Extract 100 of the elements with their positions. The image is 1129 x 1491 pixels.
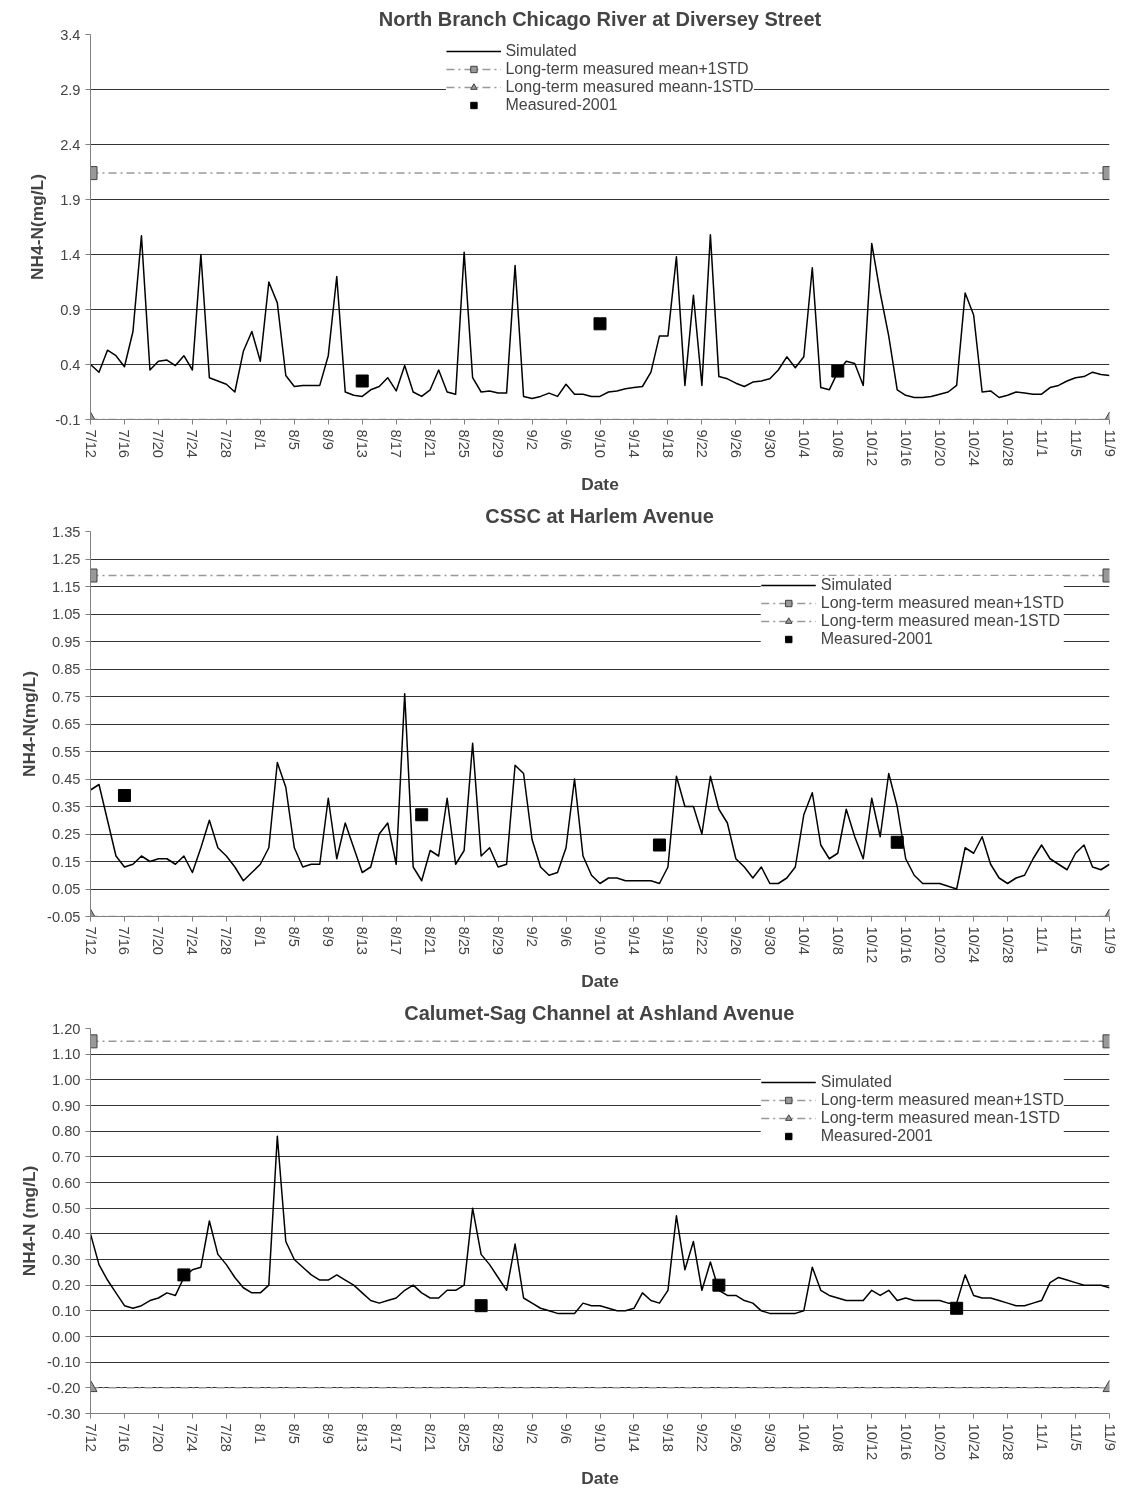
x-tick-label: 7/24 — [184, 429, 201, 459]
y-tick-label: 0.90 — [51, 1097, 81, 1114]
x-tick-label: 7/24 — [184, 1423, 201, 1453]
x-tick-label: 10/8 — [829, 926, 846, 956]
y-tick-label: 0.50 — [51, 1200, 81, 1217]
x-tick-label: 9/6 — [558, 429, 575, 450]
x-tick-label: 10/4 — [795, 429, 812, 459]
x-tick-label: 11/5 — [1067, 1423, 1084, 1451]
x-tick-label: 10/8 — [829, 1423, 846, 1453]
chart-title: Calumet-Sag Channel at Ashland Avenue — [404, 1001, 795, 1024]
x-tick-label: 8/9 — [320, 926, 337, 947]
x-tick-label: 11/5 — [1067, 926, 1084, 954]
x-tick-label: 8/17 — [388, 429, 405, 459]
y-tick-label: -0.10 — [47, 1354, 81, 1371]
x-tick-label: 9/18 — [659, 926, 676, 956]
y-tick-label: 0.15 — [51, 853, 81, 870]
x-tick-label: 9/2 — [524, 429, 541, 450]
x-tick-label: 7/20 — [150, 429, 167, 459]
y-tick-label: 0.30 — [51, 1251, 81, 1268]
x-tick-label: 9/30 — [761, 1423, 778, 1453]
x-tick-label: 9/22 — [693, 429, 710, 459]
x-tick-label: 10/24 — [965, 1423, 982, 1461]
y-tick-label: 0.00 — [51, 1328, 81, 1345]
x-tick-label: 10/24 — [965, 926, 982, 964]
legend-label: Long-term measured meann-1STD — [505, 78, 754, 96]
x-tick-label: 10/12 — [863, 926, 880, 964]
y-tick-label: -0.20 — [47, 1379, 81, 1396]
x-tick-label: 9/10 — [592, 429, 608, 459]
x-tick-label: 9/14 — [625, 429, 642, 459]
y-tick-label: -0.30 — [47, 1405, 81, 1422]
y-tick-label: 0.95 — [51, 633, 81, 650]
y-axis-title: NH4-N(mg/L) — [27, 174, 48, 280]
x-tick-label: 8/1 — [252, 1423, 269, 1444]
x-tick-label: 8/29 — [490, 429, 507, 459]
x-tick-label: 7/12 — [82, 1423, 99, 1453]
y-tick-label: 1.10 — [51, 1046, 81, 1063]
x-tick-label: 7/12 — [82, 429, 99, 459]
x-tick-label: 7/16 — [116, 1423, 133, 1453]
x-tick-label: 8/13 — [354, 926, 371, 956]
legend-label: Simulated — [820, 576, 892, 594]
x-tick-label: 10/20 — [931, 1423, 948, 1461]
y-tick-label: 0.20 — [51, 1277, 81, 1294]
x-tick-label: 9/2 — [524, 1423, 541, 1444]
legend-label: Simulated — [505, 42, 577, 60]
x-tick-label: 9/26 — [727, 429, 744, 459]
legend-label: Measured-2001 — [820, 630, 933, 648]
y-tick-label: -0.05 — [47, 908, 81, 925]
x-tick-label: 10/20 — [931, 429, 948, 467]
x-tick-label: 9/14 — [625, 926, 642, 956]
x-tick-label: 7/16 — [116, 429, 133, 459]
x-tick-label: 10/20 — [931, 926, 948, 964]
x-tick-label: 10/28 — [999, 1423, 1016, 1461]
x-tick-label: 8/25 — [456, 926, 473, 956]
y-tick-label: 0.75 — [51, 688, 81, 705]
x-tick-label: 8/5 — [286, 1423, 303, 1444]
x-tick-label: 9/30 — [761, 429, 778, 459]
y-tick-label: 0.70 — [51, 1148, 81, 1165]
x-tick-label: 8/21 — [422, 429, 439, 459]
y-tick-label: 1.05 — [51, 606, 81, 622]
x-tick-label: 10/4 — [795, 926, 812, 956]
x-tick-label: 8/13 — [354, 1423, 371, 1453]
x-tick-label: 10/16 — [897, 1423, 914, 1461]
legend-label: Measured-2001 — [505, 96, 618, 114]
x-tick-label: 8/13 — [354, 429, 371, 459]
legend-label: Long-term measured mean+1STD — [820, 1091, 1064, 1109]
x-tick-label: 9/6 — [558, 1423, 575, 1444]
y-tick-label: 0.4 — [60, 356, 81, 373]
x-tick-label: 7/16 — [116, 926, 133, 956]
x-tick-label: 9/26 — [727, 1423, 744, 1453]
x-tick-label: 7/20 — [150, 926, 167, 956]
x-tick-label: 11/5 — [1067, 429, 1084, 457]
x-tick-label: 8/5 — [286, 926, 303, 947]
x-axis-title: Date — [581, 474, 620, 495]
y-tick-label: 0.85 — [51, 661, 81, 677]
x-tick-label: 7/24 — [184, 926, 201, 956]
x-tick-label: 9/18 — [659, 429, 676, 459]
legend-label: Long-term measured mean+1STD — [820, 594, 1064, 612]
x-tick-label: 11/1 — [1033, 1423, 1050, 1451]
x-tick-label: 8/9 — [320, 1423, 337, 1444]
x-axis-title: Date — [581, 971, 620, 992]
x-tick-label: 10/16 — [897, 926, 914, 964]
x-tick-label: 8/5 — [286, 429, 303, 450]
x-tick-label: 10/12 — [863, 429, 880, 467]
x-tick-label: 9/30 — [761, 926, 778, 956]
legend-label: Long-term measured mean-1STD — [820, 1109, 1060, 1127]
x-tick-label: 10/28 — [999, 429, 1016, 467]
x-tick-label: 11/1 — [1033, 926, 1050, 954]
legend-label: Long-term measured mean-1STD — [820, 612, 1060, 630]
x-tick-label: 8/21 — [422, 1423, 439, 1453]
y-tick-label: -0.1 — [55, 411, 81, 428]
x-tick-label: 8/9 — [320, 429, 337, 450]
x-tick-label: 8/29 — [490, 1423, 507, 1453]
x-tick-label: 11/9 — [1101, 1423, 1118, 1451]
x-tick-label: 7/20 — [150, 1423, 167, 1453]
x-tick-label: 8/1 — [252, 926, 269, 947]
x-tick-label: 10/4 — [795, 1423, 812, 1453]
y-tick-label: 1.20 — [51, 1020, 81, 1037]
x-tick-label: 10/24 — [965, 429, 982, 467]
y-tick-label: 0.9 — [60, 301, 81, 318]
y-tick-label: 0.35 — [51, 798, 81, 815]
